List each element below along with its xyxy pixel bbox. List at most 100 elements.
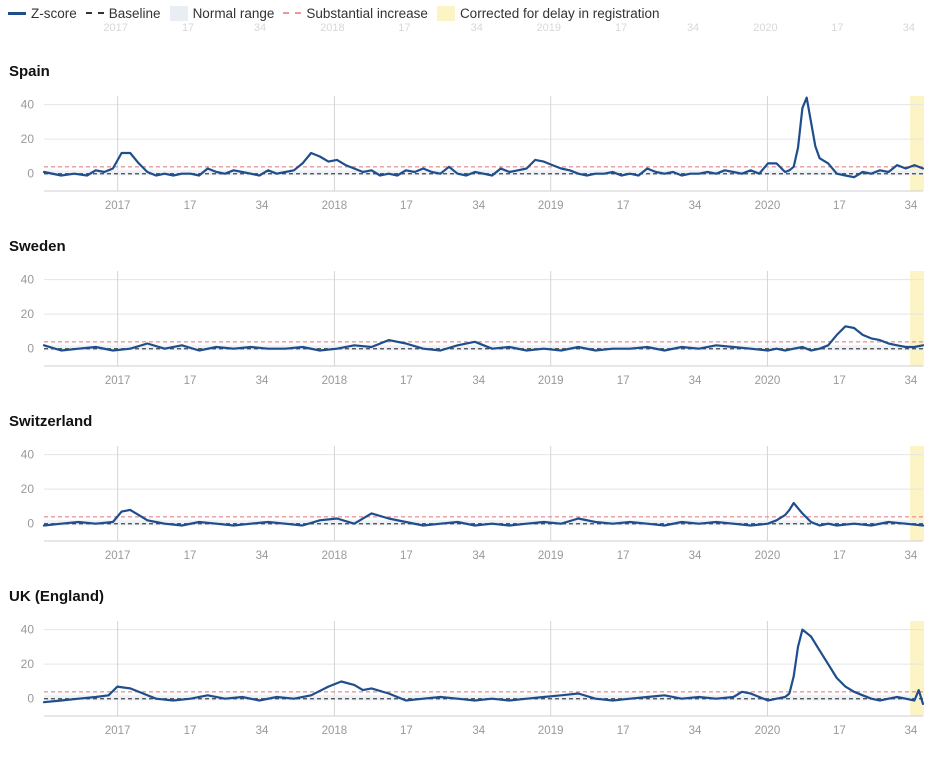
x-tick-label: 17 xyxy=(184,200,197,212)
legend-swatch-baseline xyxy=(85,12,104,14)
zscore-series-line xyxy=(42,96,925,179)
x-tick-label: 2018 xyxy=(322,550,348,562)
legend-item-zscore[interactable]: Z-score xyxy=(8,6,77,21)
x-tick-label: 17 xyxy=(400,200,413,212)
legend-label-baseline: Baseline xyxy=(108,5,161,21)
y-tick-label: 0 xyxy=(27,167,34,181)
legend-item-substantial-increase[interactable]: Substantial increase xyxy=(283,6,428,21)
x-tick-label: 2017 xyxy=(105,725,131,737)
normal-range-band xyxy=(44,695,923,701)
x-tick-label: 17 xyxy=(833,375,846,387)
panel-title: Spain xyxy=(9,63,50,80)
ghost-x-tick-label: 2017 xyxy=(103,22,128,34)
legend-label-corrected: Corrected for delay in registration xyxy=(459,5,660,21)
line-chart: 0 20 40 2017 17 34 2018 17 34 2019 17 34 2020 17 34 xyxy=(21,621,925,737)
corrected-delay-band xyxy=(910,446,924,541)
x-tick-label: 17 xyxy=(184,550,197,562)
x-tick-label: 2020 xyxy=(755,725,781,737)
x-tick-label: 34 xyxy=(689,375,702,387)
x-tick-label: 2017 xyxy=(105,550,131,562)
x-tick-label: 2018 xyxy=(322,375,348,387)
x-tick-label: 17 xyxy=(617,550,630,562)
legend-label-substantial-increase: Substantial increase xyxy=(306,5,428,21)
ghost-x-tick-label: 34 xyxy=(686,22,700,34)
ghost-x-tick-label: 34 xyxy=(470,22,483,34)
x-tick-label: 17 xyxy=(617,725,630,737)
line-chart: 0 20 40 2017 17 34 2018 17 34 2019 17 34 2020 17 34 xyxy=(21,271,925,387)
x-tick-label: 34 xyxy=(689,725,702,737)
x-tick-label: 2020 xyxy=(755,375,781,387)
x-tick-label: 2019 xyxy=(538,550,564,562)
y-tick-label: 0 xyxy=(27,517,34,531)
x-tick-label: 34 xyxy=(256,375,269,387)
x-tick-label: 34 xyxy=(905,725,918,737)
x-tick-label: 17 xyxy=(617,200,630,212)
ghost-x-tick-label: 34 xyxy=(902,22,916,34)
normal-range-band xyxy=(44,520,923,526)
ghost-x-axis: 2017 17 34 2018 17 34 2019 17 34 2020 17 34 xyxy=(0,22,939,40)
zscore-series-line xyxy=(42,501,925,527)
ghost-x-tick-label: 34 xyxy=(253,22,267,34)
x-tick-label: 34 xyxy=(472,200,485,212)
y-tick-label: 40 xyxy=(21,98,35,112)
x-tick-label: 17 xyxy=(184,375,197,387)
y-tick-label: 20 xyxy=(21,132,35,146)
ghost-x-tick-label: 17 xyxy=(398,22,411,34)
x-tick-label: 34 xyxy=(256,550,269,562)
y-tick-label: 40 xyxy=(21,273,35,287)
corrected-delay-band xyxy=(910,271,924,366)
ghost-x-tick-label: 2018 xyxy=(320,22,345,34)
x-tick-label: 17 xyxy=(400,725,413,737)
x-tick-label: 17 xyxy=(617,375,630,387)
y-tick-label: 40 xyxy=(21,623,35,637)
legend-label-zscore: Z-score xyxy=(31,5,77,21)
zscore-series-line xyxy=(42,628,925,706)
y-tick-label: 0 xyxy=(27,692,34,706)
x-tick-label: 2018 xyxy=(322,725,348,737)
x-tick-label: 2019 xyxy=(538,725,564,737)
panel-title: UK (England) xyxy=(9,588,104,605)
chart-panel: Spain 0 20 40 2017 17 34 2018 17 34 2019 17 34 2020 17… xyxy=(0,63,939,235)
x-tick-label: 17 xyxy=(833,200,846,212)
y-tick-label: 0 xyxy=(27,342,34,356)
chart-panel: Switzerland 0 20 40 2017 17 34 2018 17 34 2019 17 34… xyxy=(0,413,939,585)
legend-swatch-normal-range xyxy=(169,5,188,21)
zscore-series-line xyxy=(42,325,925,352)
ghost-x-tick-label: 17 xyxy=(831,22,844,34)
panel-title: Switzerland xyxy=(9,413,93,430)
y-tick-label: 20 xyxy=(21,482,35,496)
legend-swatch-substantial-increase xyxy=(283,12,302,14)
x-tick-label: 34 xyxy=(905,550,918,562)
x-tick-label: 17 xyxy=(400,550,413,562)
chart-legend: Z-score Baseline Normal range Substantia… xyxy=(8,4,669,22)
x-tick-label: 2019 xyxy=(538,375,564,387)
legend-item-normal-range[interactable]: Normal range xyxy=(169,5,275,21)
y-tick-label: 20 xyxy=(21,657,35,671)
x-tick-label: 34 xyxy=(256,725,269,737)
legend-swatch-zscore xyxy=(8,11,26,15)
legend-item-corrected[interactable]: Corrected for delay in registration xyxy=(436,5,660,21)
x-tick-label: 2017 xyxy=(105,200,131,212)
chart-panel: UK (England) 0 20 40 2017 17 34 2018 17 34 2019 17 3… xyxy=(0,588,939,760)
line-chart: 0 20 40 2017 17 34 2018 17 34 2019 17 34 2020 17 34 xyxy=(21,446,925,562)
legend-item-baseline[interactable]: Baseline xyxy=(85,5,161,21)
x-tick-label: 17 xyxy=(833,550,846,562)
x-tick-label: 34 xyxy=(472,375,485,387)
x-tick-label: 17 xyxy=(833,725,846,737)
x-tick-label: 34 xyxy=(689,200,702,212)
x-tick-label: 2017 xyxy=(105,375,131,387)
x-tick-label: 34 xyxy=(472,725,485,737)
chart-panel: Sweden 0 20 40 2017 17 34 2018 17 34 2019 17 34 2020 1… xyxy=(0,238,939,410)
panel-title: Sweden xyxy=(9,238,66,255)
legend-swatch-corrected xyxy=(436,5,455,21)
x-tick-label: 34 xyxy=(905,375,918,387)
legend-label-normal-range: Normal range xyxy=(192,5,275,21)
y-tick-label: 20 xyxy=(21,307,35,321)
ghost-x-tick-label: 2020 xyxy=(753,22,778,34)
x-tick-label: 34 xyxy=(689,550,702,562)
line-chart: 0 20 40 2017 17 34 2018 17 34 2019 17 34 2020 17 34 xyxy=(21,96,925,212)
x-tick-label: 17 xyxy=(184,725,197,737)
x-tick-label: 17 xyxy=(400,375,413,387)
ghost-x-tick-label: 17 xyxy=(181,22,195,34)
y-tick-label: 40 xyxy=(21,448,35,462)
